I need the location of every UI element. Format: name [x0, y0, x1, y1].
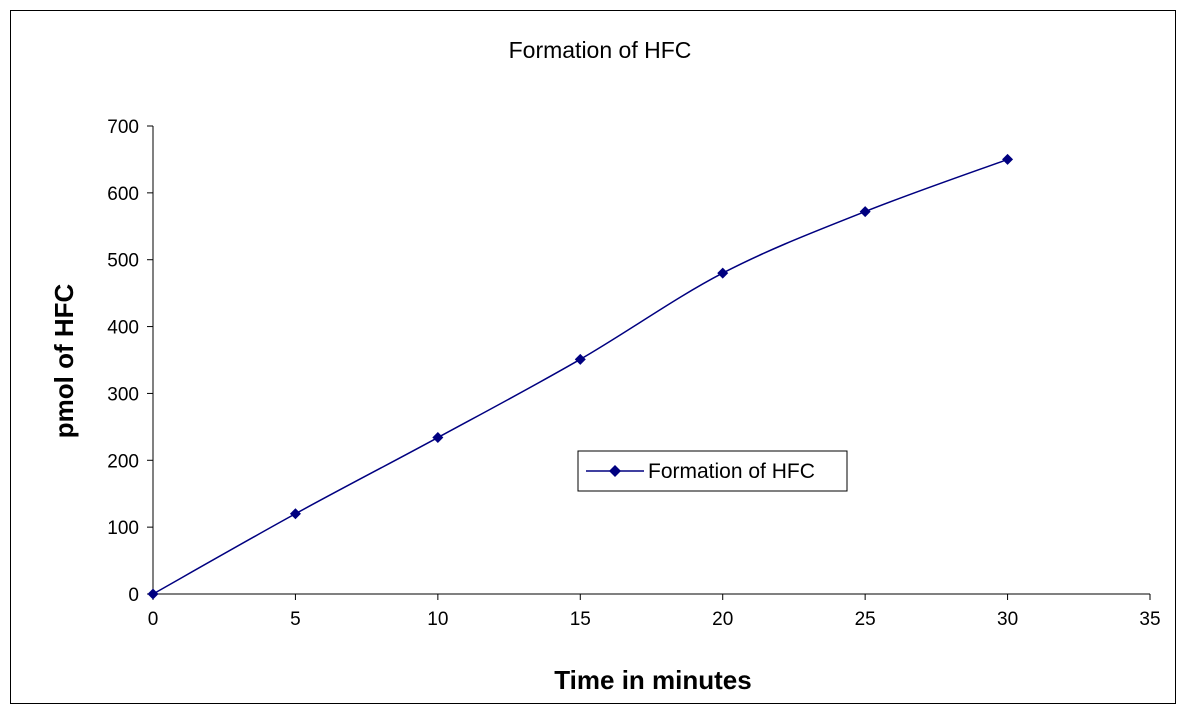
data-point-marker [147, 588, 159, 600]
data-point-marker [1002, 153, 1014, 165]
legend-entry-formation-of-hfc: Formation of HFC [648, 460, 815, 483]
y-tick-label: 700 [107, 117, 139, 138]
data-point-marker [574, 353, 586, 365]
y-axis-ticks: 0 100 200 300 400 500 600 700 [107, 117, 153, 606]
y-axis-label: pmol of HFC [49, 284, 79, 439]
data-point-marker [289, 508, 301, 520]
x-tick-label: 35 [1139, 609, 1160, 630]
y-tick-label: 400 [107, 318, 139, 339]
legend-marker-diamond [609, 465, 621, 477]
y-tick-label: 200 [107, 451, 139, 472]
x-tick-label: 25 [855, 609, 876, 630]
y-tick-label: 500 [107, 251, 139, 272]
x-axis-label: Time in minutes [554, 665, 751, 695]
x-tick-label: 15 [570, 609, 591, 630]
x-tick-label: 20 [712, 609, 733, 630]
x-axis-ticks: 0 5 10 15 20 25 30 35 [148, 594, 1161, 630]
y-tick-label: 300 [107, 384, 139, 405]
plot-area: 0 100 200 300 400 500 600 700 0 5 10 15 20 25 30 35 [107, 117, 1160, 630]
data-point-marker [717, 267, 729, 279]
series-markers [147, 153, 1014, 600]
chart-title: Formation of HFC [509, 37, 692, 63]
y-tick-label: 600 [107, 184, 139, 205]
series-line-formation-of-hfc [152, 158, 1008, 595]
y-tick-label: 0 [128, 585, 139, 606]
x-tick-label: 0 [148, 609, 159, 630]
chart-frame [10, 10, 1176, 704]
data-point-marker [432, 432, 444, 444]
x-tick-label: 30 [997, 609, 1018, 630]
x-tick-label: 5 [290, 609, 301, 630]
legend: Formation of HFC [577, 450, 848, 492]
data-point-marker [859, 206, 871, 218]
y-tick-label: 100 [107, 518, 139, 539]
x-tick-label: 10 [427, 609, 448, 630]
